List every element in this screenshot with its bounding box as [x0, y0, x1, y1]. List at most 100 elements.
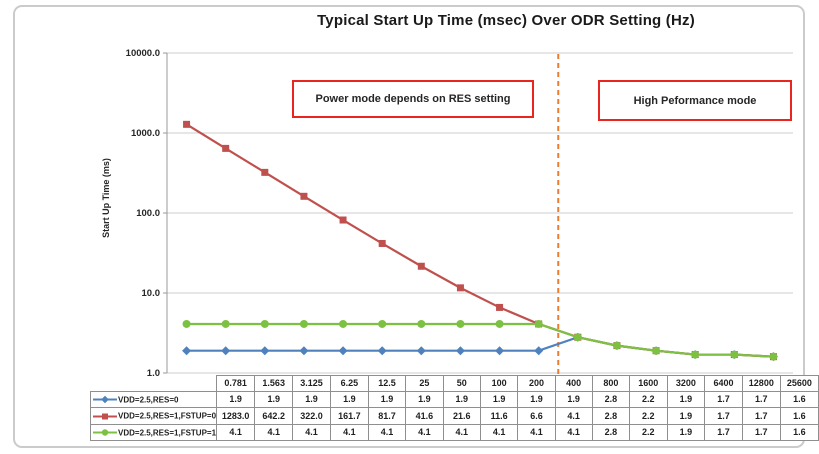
chart-title: Typical Start Up Time (msec) Over ODR Se…: [317, 12, 695, 29]
value-cell: 21.6: [442, 407, 481, 425]
marker-diamond-icon: [221, 346, 231, 356]
marker-circle-icon: [260, 319, 269, 328]
y-tick-label: 100.0: [136, 208, 160, 219]
marker-circle-icon: [456, 319, 465, 328]
marker-diamond-icon: [377, 346, 387, 356]
legend-key-icon: [93, 429, 117, 436]
value-cell: 4.1: [216, 423, 256, 442]
chart-frame-border: [13, 5, 805, 448]
legend-key-icon: [93, 413, 117, 420]
y-tick-label: 10000.0: [126, 48, 160, 59]
marker-diamond-icon: [495, 346, 505, 356]
marker-diamond-icon: [299, 346, 309, 356]
chart-data-table: 0.781 1.563 3.125 6.25 12.5 25 50 100 200 400 800 1…: [89, 375, 819, 442]
legend-series-label: VDD=2.5,RES=0: [118, 395, 179, 405]
value-cell: 4.1: [292, 423, 331, 442]
category-header-cell: 1.563: [254, 375, 294, 392]
marker-square-icon: [456, 284, 464, 292]
marker-square-icon: [261, 168, 269, 176]
value-cell: 2.8: [591, 423, 630, 442]
category-header-cell: 25: [405, 375, 444, 392]
value-cell: 2.8: [591, 390, 630, 409]
value-cell: 1.7: [741, 407, 781, 425]
value-cell: 1.9: [554, 390, 593, 409]
value-cell: 1.9: [216, 390, 256, 409]
value-cell: 1.6: [779, 407, 819, 425]
annotation-high-performance-text: High Peformance mode: [633, 94, 757, 107]
value-cell: 322.0: [292, 407, 331, 425]
marker-circle-icon: [612, 341, 621, 350]
value-cell: 4.1: [367, 423, 407, 442]
value-cell: 4.1: [405, 423, 444, 442]
marker-square-icon: [300, 192, 308, 200]
category-header-cell: 25600: [779, 375, 819, 392]
marker-circle-icon: [573, 333, 582, 342]
value-cell: 1.9: [254, 390, 294, 409]
value-cell: 1.6: [779, 390, 819, 409]
value-cell: 1.9: [517, 390, 556, 409]
value-cell: 1.6: [779, 423, 819, 442]
marker-square-icon: [222, 144, 230, 152]
category-header-cell: 50: [442, 375, 481, 392]
category-header-cell: 0.781: [216, 375, 256, 392]
value-cell: 6.6: [517, 407, 556, 425]
y-tick-label: 1000.0: [131, 128, 160, 139]
value-cell: 11.6: [479, 407, 519, 425]
marker-circle-icon: [417, 319, 426, 328]
annotation-power-mode-text: Power mode depends on RES setting: [315, 93, 511, 105]
marker-square-icon: [417, 262, 425, 270]
y-tick-label: 1.0: [147, 368, 160, 379]
marker-circle-icon: [652, 346, 661, 355]
value-cell: 41.6: [405, 407, 444, 425]
value-cell: 4.1: [254, 423, 294, 442]
value-cell: 1.9: [666, 390, 706, 409]
category-header-cell: 6400: [704, 375, 743, 392]
category-header-cell: 100: [479, 375, 519, 392]
marker-square-icon: [378, 239, 386, 247]
legend-cell-series-2: VDD=2.5,RES=1,FSTUP=1: [89, 423, 218, 442]
value-cell: 2.2: [628, 423, 668, 442]
category-header-cell: 12800: [741, 375, 781, 392]
marker-circle-icon: [339, 319, 348, 328]
value-cell: 1.9: [666, 423, 706, 442]
value-cell: 4.1: [554, 423, 593, 442]
legend-cell-series-0: VDD=2.5,RES=0: [89, 390, 218, 409]
marker-square-icon: [183, 120, 191, 128]
table-corner-cell: [91, 376, 217, 392]
value-cell: 2.8: [591, 407, 630, 425]
category-header-cell: 400: [554, 375, 593, 392]
value-cell: 1.7: [741, 423, 781, 442]
marker-square-icon: [496, 303, 504, 311]
value-cell: 1.9: [367, 390, 407, 409]
marker-circle-icon: [182, 319, 191, 328]
value-cell: 161.7: [329, 407, 369, 425]
value-cell: 1283.0: [216, 407, 256, 425]
value-cell: 4.1: [517, 423, 556, 442]
category-header-cell: 12.5: [367, 375, 407, 392]
value-cell: 1.7: [704, 423, 743, 442]
legend-cell-series-1: VDD=2.5,RES=1,FSTUP=0: [89, 407, 218, 425]
category-header-cell: 1600: [628, 375, 668, 392]
value-cell: 2.2: [628, 390, 668, 409]
y-tick-label: 10.0: [142, 288, 161, 299]
marker-diamond-icon: [455, 346, 465, 356]
category-header-cell: 200: [517, 375, 556, 392]
marker-circle-icon: [495, 319, 504, 328]
series-line-1: [185, 123, 774, 358]
annotation-high-performance-box: High Peformance mode: [598, 80, 792, 121]
annotation-power-mode-box: Power mode depends on RES setting: [292, 80, 534, 118]
value-cell: 1.9: [666, 407, 706, 425]
marker-circle-icon: [221, 319, 230, 328]
marker-diamond-icon: [182, 346, 192, 356]
value-cell: 81.7: [367, 407, 407, 425]
category-header-cell: 800: [591, 375, 630, 392]
value-cell: 1.7: [704, 407, 743, 425]
value-cell: 4.1: [479, 423, 519, 442]
data-table-container: 0.781 1.563 3.125 6.25 12.5 25 50 100 200 400 800 1…: [89, 375, 819, 442]
marker-diamond-icon: [416, 346, 426, 356]
legend-series-label: VDD=2.5,RES=1,FSTUP=1: [118, 428, 217, 438]
value-cell: 1.9: [329, 390, 369, 409]
marker-circle-icon: [299, 319, 308, 328]
